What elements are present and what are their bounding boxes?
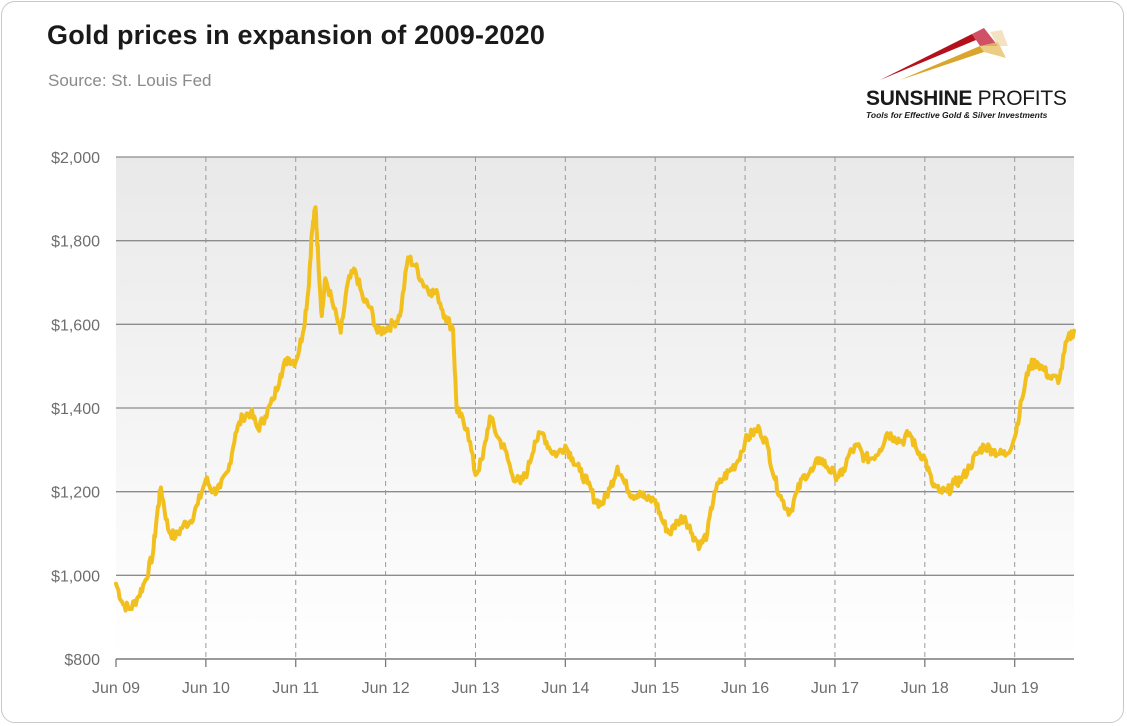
y-tick-label: $1,200 bbox=[51, 485, 100, 502]
gold-price-line bbox=[114, 205, 1076, 613]
x-tick-label: Jun 15 bbox=[631, 680, 679, 697]
chart-title: Gold prices in expansion of 2009-2020 bbox=[47, 20, 546, 50]
y-tick-label: $1,000 bbox=[51, 568, 100, 585]
logo-wordmark: SUNSHINE PROFITS bbox=[866, 87, 1067, 111]
x-tick-label: Jun 13 bbox=[451, 680, 499, 697]
logo-word-light: PROFITS bbox=[972, 87, 1067, 110]
sun-rays-icon bbox=[880, 28, 1008, 80]
x-axis-labels: Jun 09 Jun 10 Jun 11 Jun 12 Jun 13 Jun 14 Jun … bbox=[92, 680, 1039, 697]
y-tick-label: $1,400 bbox=[51, 401, 100, 418]
x-tick-label: Jun 11 bbox=[272, 680, 319, 697]
x-tick-label: Jun 19 bbox=[991, 680, 1039, 697]
x-tick-label: Jun 12 bbox=[362, 680, 410, 697]
y-tick-label: $2,000 bbox=[51, 150, 100, 167]
x-tick-label: Jun 09 bbox=[92, 680, 140, 697]
horizontal-gridlines bbox=[116, 156, 1074, 576]
y-axis-labels: $800 $1,000 $1,200 $1,400 $1,600 $1,800 $2,000 bbox=[51, 150, 100, 669]
x-tick-label: Jun 16 bbox=[721, 680, 769, 697]
x-axis-ticks bbox=[115, 659, 1016, 667]
logo-tagline: Tools for Effective Gold & Silver Invest… bbox=[866, 110, 1048, 120]
y-tick-label: $1,600 bbox=[51, 317, 100, 334]
y-tick-label: $1,800 bbox=[51, 234, 100, 251]
y-tick-label: $800 bbox=[64, 652, 100, 669]
x-tick-label: Jun 17 bbox=[811, 680, 859, 697]
chart-subtitle: Source: St. Louis Fed bbox=[48, 71, 212, 90]
x-tick-label: Jun 10 bbox=[182, 680, 230, 697]
x-tick-label: Jun 18 bbox=[901, 680, 949, 697]
logo-word-bold: SUNSHINE bbox=[866, 87, 973, 110]
x-tick-label: Jun 14 bbox=[541, 680, 589, 697]
sunshine-profits-logo: SUNSHINE PROFITS Tools for Effective Gol… bbox=[860, 24, 1080, 124]
